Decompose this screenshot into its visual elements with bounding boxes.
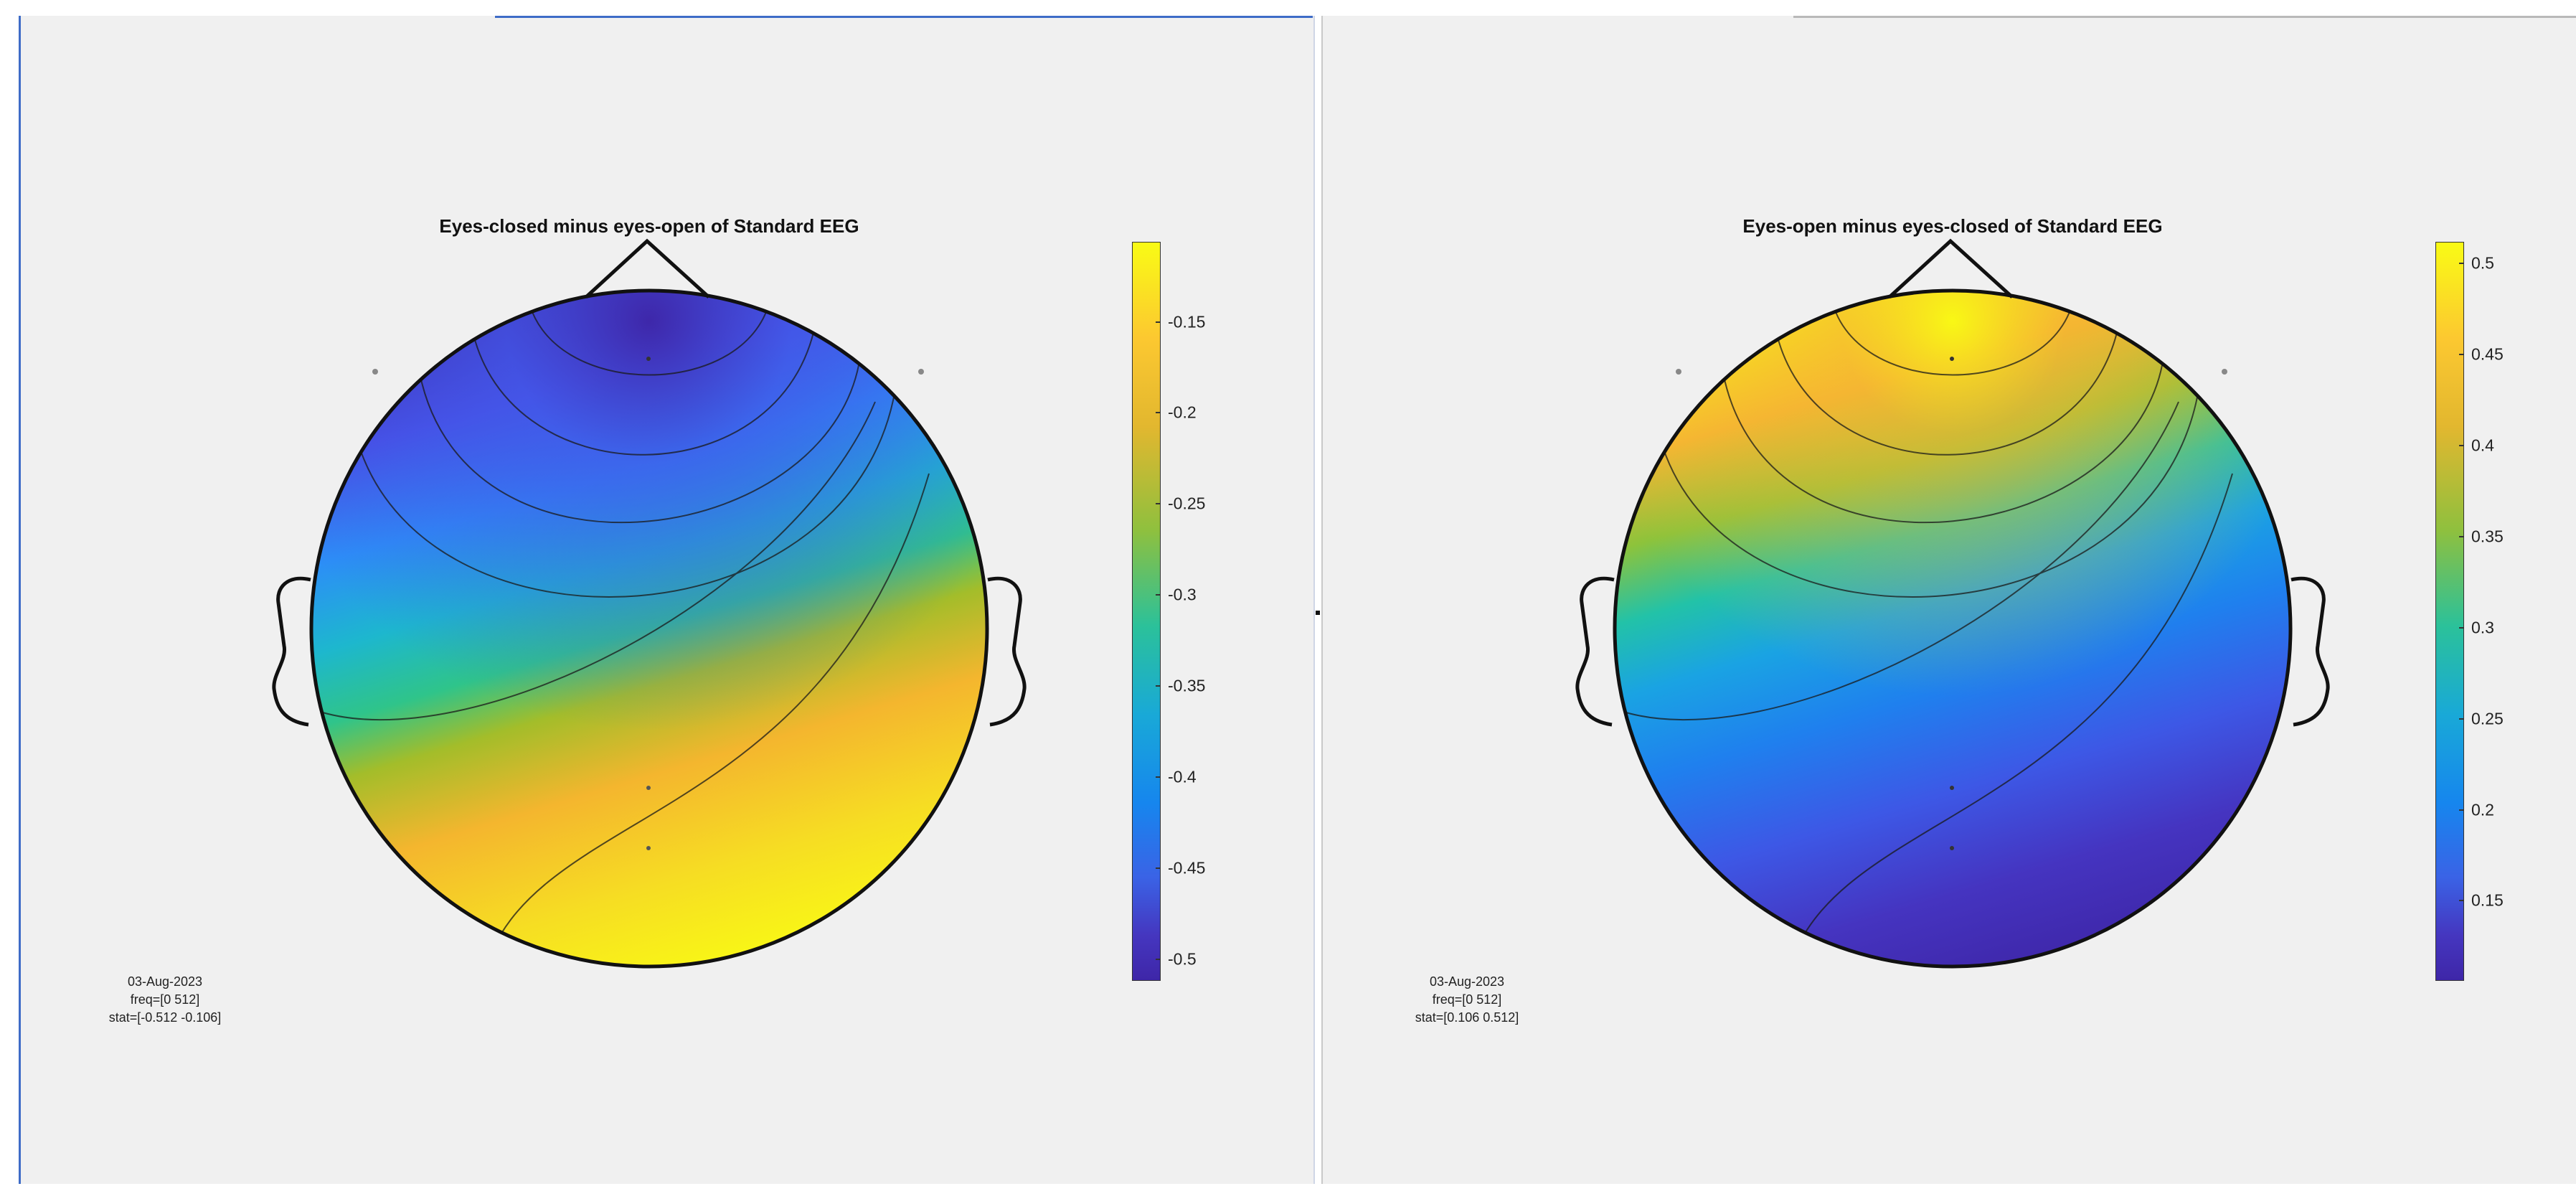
electrode-marker xyxy=(1950,846,1954,850)
divider-handle[interactable] xyxy=(1316,611,1320,615)
colorbar-tick-label: 0.4 xyxy=(2471,436,2494,455)
electrode-marker xyxy=(1676,369,1681,375)
colorbar-tick-mark xyxy=(1156,321,1161,323)
colorbar-right xyxy=(2435,242,2464,981)
colorbar-tick-mark xyxy=(2459,809,2464,811)
electrode-marker xyxy=(918,369,924,375)
figure-title-right: Eyes-open minus eyes-closed of Standard … xyxy=(1742,215,2163,237)
date-label-right: 03-Aug-2023 xyxy=(1429,974,1505,989)
electrode-marker xyxy=(646,357,651,361)
electrode-marker xyxy=(2222,369,2227,375)
colorbar-tick-label: 0.15 xyxy=(2471,890,2504,910)
colorbar-tick-label: 0.3 xyxy=(2471,618,2494,637)
colorbar-tick-mark xyxy=(1156,412,1161,414)
colorbar-tick-label: 0.45 xyxy=(2471,344,2504,364)
colorbar-tick-mark xyxy=(2459,626,2464,629)
colorbar-tick-label: 0.5 xyxy=(2471,253,2494,273)
window-edge-right xyxy=(1793,16,2576,18)
left-ear-right-figure xyxy=(1575,576,1615,727)
colorbar-tick-mark xyxy=(2459,263,2464,265)
contour-lines-right xyxy=(1618,293,2233,962)
colorbar-tick-mark xyxy=(1156,503,1161,505)
colorbar-tick-label: -0.45 xyxy=(1168,858,1206,878)
colorbar-tick-mark xyxy=(2459,535,2464,537)
colorbar-tick-label: 0.25 xyxy=(2471,709,2504,728)
right-ear-right-figure xyxy=(2290,576,2330,727)
stat-label-left: stat=[-0.512 -0.106] xyxy=(108,1010,222,1025)
colorbar-tick-mark xyxy=(2459,718,2464,720)
electrode-marker xyxy=(1950,786,1954,790)
topo-fill-right xyxy=(1615,291,2290,967)
colorbar-tick-label: -0.15 xyxy=(1168,312,1206,331)
colorbar-tick-label: -0.3 xyxy=(1168,585,1197,604)
colorbar-tick-mark xyxy=(2459,354,2464,356)
colorbar-tick-mark xyxy=(1156,594,1161,596)
colorbar-tick-label: -0.35 xyxy=(1168,676,1206,695)
colorbar-tick-label: -0.4 xyxy=(1168,767,1197,786)
colorbar-tick-mark xyxy=(1156,776,1161,778)
nose-right-figure xyxy=(1888,238,2014,298)
topoplot-right xyxy=(1575,238,2330,969)
colorbar-tick-label: 0.35 xyxy=(2471,527,2504,546)
electrode-marker xyxy=(1950,357,1954,361)
head-outline-right xyxy=(1613,288,2293,969)
left-ear-left-figure xyxy=(272,576,311,727)
stat-label-right: stat=[0.106 0.512] xyxy=(1415,1010,1519,1025)
date-label-left: 03-Aug-2023 xyxy=(127,974,203,989)
colorbar-left xyxy=(1132,242,1161,981)
colorbar-tick-label: -0.5 xyxy=(1168,949,1197,969)
colorbar-tick-label: 0.2 xyxy=(2471,800,2494,819)
colorbar-tick-mark xyxy=(2459,445,2464,447)
figure-title-left: Eyes-closed minus eyes-open of Standard … xyxy=(439,215,859,237)
colorbar-tick-mark xyxy=(1156,958,1161,960)
freq-label-right: freq=[0 512] xyxy=(1432,992,1502,1007)
freq-label-left: freq=[0 512] xyxy=(130,992,200,1007)
colorbar-tick-mark xyxy=(1156,867,1161,869)
electrode-marker xyxy=(646,846,651,850)
colorbar-tick-label: -0.2 xyxy=(1168,403,1197,422)
nose-left-figure xyxy=(585,238,710,298)
head-outline-left xyxy=(309,288,989,969)
electrode-marker xyxy=(372,369,378,375)
colorbar-tick-mark xyxy=(1156,685,1161,687)
colorbar-tick-label: -0.25 xyxy=(1168,494,1206,513)
contour-lines-left xyxy=(315,293,930,962)
right-ear-left-figure xyxy=(987,576,1027,727)
electrode-marker xyxy=(646,786,651,790)
topo-fill-left xyxy=(311,291,987,967)
colorbar-tick-mark xyxy=(2459,900,2464,902)
window-edge-left xyxy=(495,16,1313,18)
topoplot-left xyxy=(272,238,1027,969)
